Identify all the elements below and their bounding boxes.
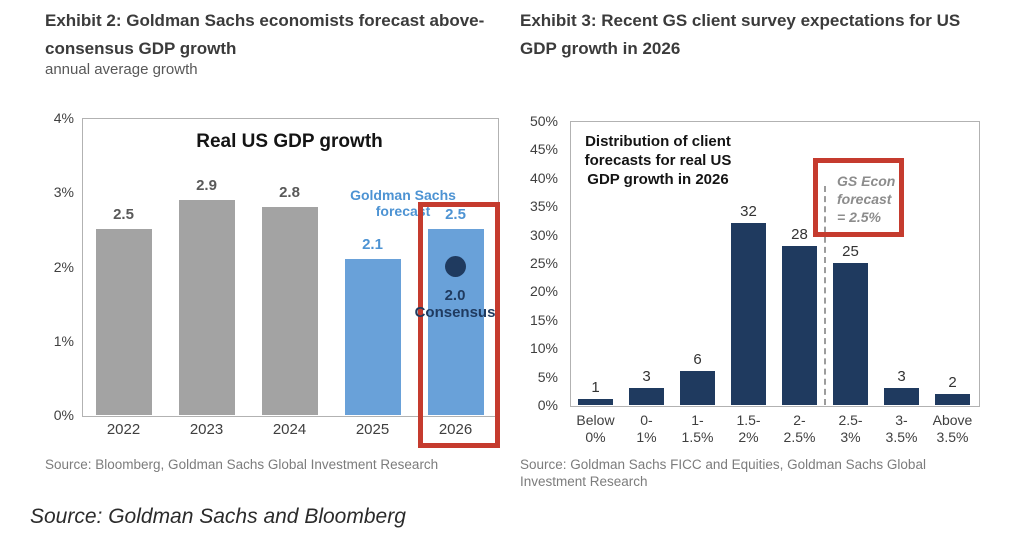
dist-bar-value-1: 3	[642, 367, 651, 385]
dist-bar-4	[782, 245, 817, 405]
dist-y-tick-40: 40%	[529, 169, 558, 186]
gdp-bar-2022	[95, 229, 152, 415]
gs-econ-forecast-callout: GS Econ forecast = 2.5%	[837, 173, 896, 225]
dist-x-label-0: Below 0%	[576, 412, 615, 445]
dist-y-tick-10: 10%	[529, 340, 558, 357]
dist-bar-value-0: 1	[591, 379, 600, 397]
consensus-dot	[445, 256, 466, 277]
gdp-bar-2024	[261, 207, 318, 415]
dist-x-label-5: 2.5- 3%	[838, 412, 863, 445]
gdp-y-tick-4: 4%	[53, 110, 74, 126]
exhibit2-subtitle: annual average growth	[45, 61, 198, 78]
exhibit2-chart-title: Real US GDP growth	[196, 131, 383, 152]
gdp-bar-value-2024: 2.8	[279, 184, 300, 202]
dist-bar-1	[629, 387, 664, 405]
dist-bar-0	[578, 399, 613, 405]
exhibit3-annotation: Distribution of client forecasts for rea…	[584, 133, 732, 188]
dist-bar-value-4: 28	[791, 225, 808, 243]
gdp-bar-value-2025: 2.1	[362, 236, 383, 254]
dist-y-tick-25: 25%	[529, 255, 558, 271]
dist-y-tick-45: 45%	[529, 141, 558, 158]
gdp-bar-value-2023: 2.9	[196, 176, 217, 194]
gdp-y-tick-2: 2%	[53, 258, 74, 275]
gs-forecast-dashed-line	[824, 186, 826, 405]
consensus-label: Consensus	[414, 304, 496, 321]
dist-y-tick-15: 15%	[529, 311, 558, 328]
gdp-x-label-2023: 2023	[189, 421, 224, 438]
gdp-x-label-2026: 2026	[438, 421, 473, 438]
dist-bar-value-3: 32	[740, 203, 757, 221]
dist-x-label-2: 1- 1.5%	[681, 412, 714, 445]
goldman-sachs-forecast-label: Goldman Sachs forecast	[350, 187, 456, 219]
dist-bar-value-7: 2	[948, 373, 957, 391]
exhibit3-title: Exhibit 3: Recent GS client survey expec…	[520, 11, 961, 58]
dist-x-label-3: 1.5- 2%	[736, 412, 761, 445]
gdp-x-label-2022: 2022	[106, 421, 141, 438]
exhibit3-source: Source: Goldman Sachs FICC and Equities,…	[520, 457, 926, 489]
dist-x-label-6: 3- 3.5%	[885, 412, 918, 445]
gdp-bar-2023	[178, 199, 235, 415]
dist-y-tick-50: 50%	[529, 113, 558, 129]
gdp-bar-2025	[344, 259, 401, 415]
dist-y-tick-0: 0%	[537, 397, 558, 413]
dist-y-tick-35: 35%	[529, 198, 558, 215]
dist-bar-3	[731, 223, 766, 405]
dist-bar-value-5: 25	[842, 243, 859, 260]
gdp-y-tick-1: 1%	[53, 332, 74, 349]
dist-y-tick-30: 30%	[529, 226, 558, 243]
gdp-bar-value-2026: 2.5	[445, 206, 466, 224]
dist-y-tick-5: 5%	[537, 368, 558, 385]
highlight-box-2026	[418, 202, 500, 448]
dist-bar-5	[833, 263, 868, 405]
exhibit2-source: Source: Bloomberg, Goldman Sachs Global …	[45, 457, 439, 472]
gdp-x-label-2024: 2024	[272, 421, 307, 438]
dist-bar-7	[935, 393, 970, 405]
dist-bar-value-2: 6	[693, 350, 702, 368]
page-footer-source: Source: Goldman Sachs and Bloomberg	[30, 505, 406, 528]
dist-x-label-4: 2- 2.5%	[783, 412, 816, 445]
exhibit2-title: Exhibit 2: Goldman Sachs economists fore…	[45, 11, 485, 58]
dist-x-label-7: Above 3.5%	[932, 412, 973, 445]
gdp-y-tick-0: 0%	[53, 407, 74, 423]
gdp-bar-value-2022: 2.5	[113, 206, 134, 224]
gdp-y-tick-3: 3%	[53, 184, 74, 201]
dist-bar-2	[680, 370, 715, 405]
dist-y-tick-20: 20%	[529, 283, 558, 300]
dist-bar-6	[884, 387, 919, 405]
dist-x-label-1: 0- 1%	[636, 412, 657, 445]
gdp-x-label-2025: 2025	[355, 421, 390, 438]
gs-econ-forecast-box	[813, 158, 904, 237]
dist-bar-value-6: 3	[897, 367, 906, 385]
exhibit3-plot-frame	[570, 121, 980, 407]
consensus-value: 2.0	[444, 287, 466, 304]
